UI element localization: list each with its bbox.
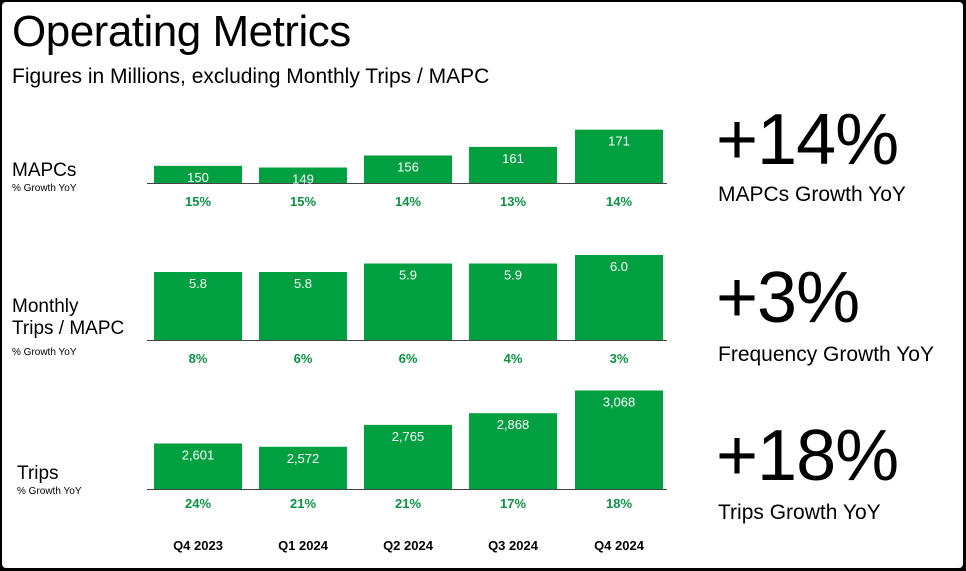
bar: [575, 255, 663, 340]
bar: [469, 413, 557, 489]
row-growth-label-trips: % Growth YoY: [17, 486, 82, 497]
bar-value-label: 6.0: [610, 259, 628, 274]
bar: [364, 263, 452, 340]
bar-value-label: 171: [608, 134, 630, 149]
growth-label: 21%: [290, 496, 316, 511]
bar-value-label: 5.9: [399, 268, 417, 283]
headline-trips-growth: +18%: [716, 416, 899, 496]
bar: [259, 272, 347, 340]
x-tick-label: Q1 2024: [278, 538, 329, 553]
headline-caption-trips: Trips Growth YoY: [718, 501, 881, 524]
row-growth-label-trips-per-mapc: % Growth YoY: [12, 347, 77, 358]
x-tick-label: Q2 2024: [383, 538, 434, 553]
bar: [469, 263, 557, 340]
headline-caption-mapcs: MAPCs Growth YoY: [718, 183, 906, 206]
growth-label: 24%: [185, 496, 211, 511]
bar: [154, 272, 242, 340]
x-tick-label: Q4 2023: [173, 538, 223, 553]
bar-value-label: 156: [397, 159, 419, 174]
bar-value-label: 2,601: [182, 447, 215, 462]
bar-value-label: 2,868: [497, 417, 530, 432]
growth-label: 3%: [610, 351, 629, 366]
growth-label: 15%: [185, 194, 211, 209]
bar-value-label: 3,068: [603, 394, 636, 409]
bar-value-label: 2,765: [392, 429, 425, 444]
row-label-trips-per-mapc-line1: Monthly: [12, 296, 79, 317]
bar: [575, 129, 663, 183]
bar: [364, 155, 452, 183]
row-label-trips-per-mapc-line2: Trips / MAPC: [12, 318, 125, 339]
bar-value-label: 161: [502, 151, 524, 166]
growth-label: 6%: [399, 351, 418, 366]
bar-value-label: 5.8: [294, 276, 312, 291]
bar: [259, 167, 347, 183]
bar-value-label: 149: [292, 172, 314, 187]
bar-value-label: 5.9: [504, 268, 522, 283]
page-title: Operating Metrics: [12, 7, 351, 56]
growth-label: 6%: [294, 351, 313, 366]
bar: [469, 146, 557, 183]
bar-value-label: 5.8: [189, 276, 207, 291]
growth-label: 8%: [189, 351, 208, 366]
row-label-mapcs: MAPCs: [12, 160, 77, 181]
bar-value-label: 2,572: [287, 451, 320, 466]
growth-label: 14%: [395, 194, 421, 209]
headline-mapcs-growth: +14%: [716, 100, 899, 180]
growth-label: 14%: [606, 194, 632, 209]
growth-label: 17%: [500, 496, 526, 511]
growth-label: 21%: [395, 496, 421, 511]
bar: [575, 390, 663, 489]
bar: [154, 443, 242, 489]
growth-label: 18%: [606, 496, 632, 511]
headline-frequency-growth: +3%: [716, 258, 860, 338]
bar: [259, 446, 347, 489]
headline-caption-frequency: Frequency Growth YoY: [718, 343, 934, 366]
growth-label: 4%: [504, 351, 523, 366]
page-subtitle: Figures in Millions, excluding Monthly T…: [12, 65, 490, 88]
row-growth-label-mapcs: % Growth YoY: [12, 183, 77, 194]
bar: [364, 424, 452, 489]
x-tick-label: Q3 2024: [488, 538, 539, 553]
bar: [154, 165, 242, 183]
bar-value-label: 150: [187, 170, 209, 185]
growth-label: 13%: [500, 194, 526, 209]
growth-label: 15%: [290, 194, 316, 209]
x-tick-label: Q4 2024: [594, 538, 645, 553]
row-label-trips: Trips: [17, 463, 59, 484]
